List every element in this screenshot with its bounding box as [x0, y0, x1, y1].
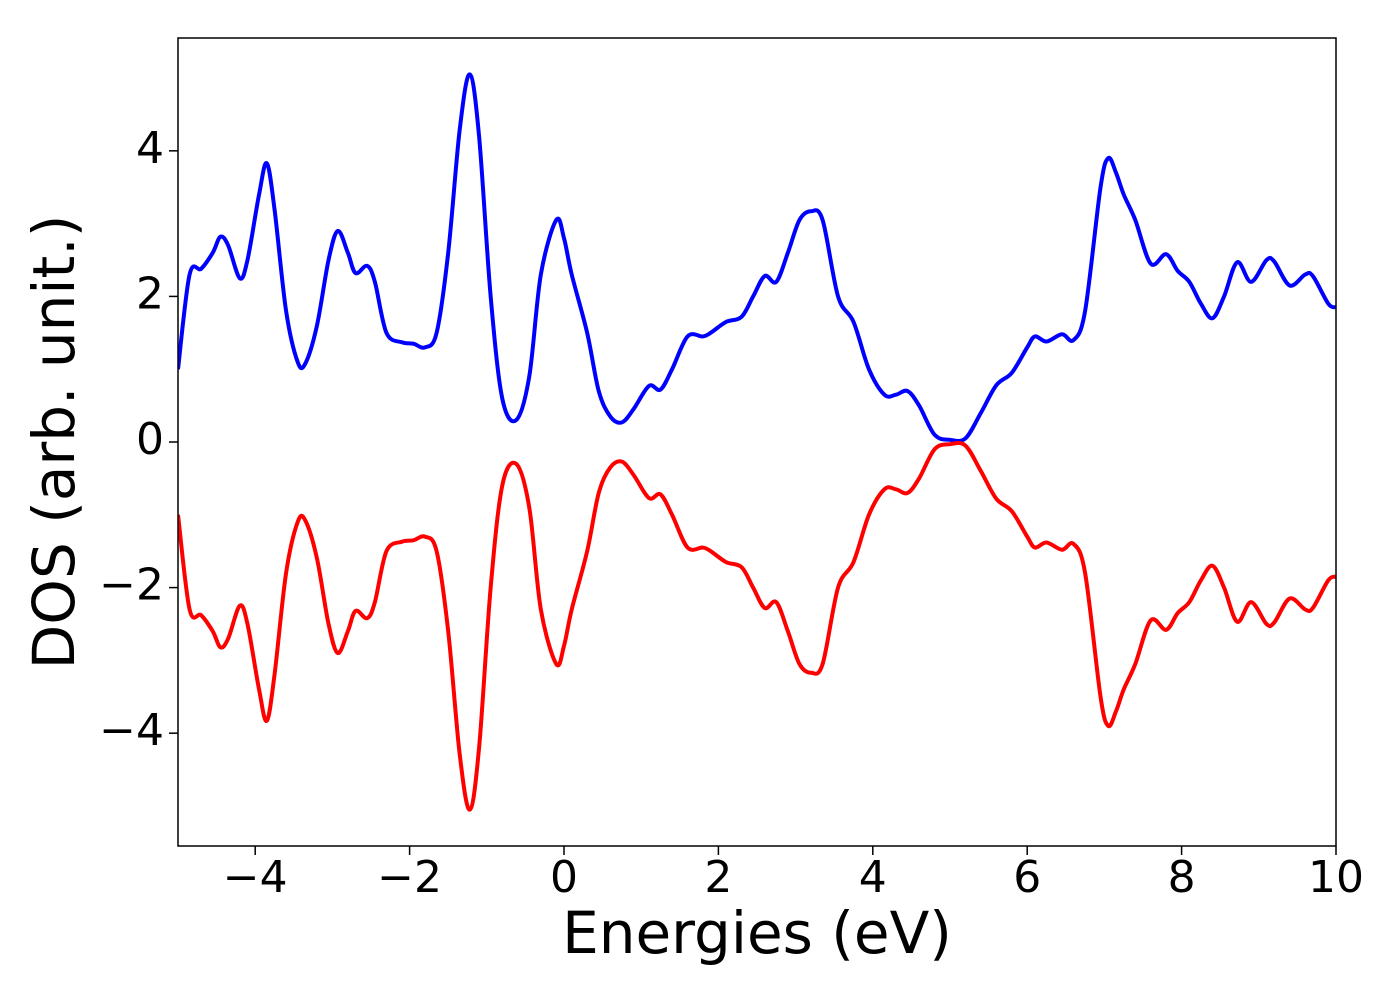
y-tick-label: 0: [136, 414, 164, 465]
x-tick-label: 0: [550, 852, 578, 903]
x-tick-label: 10: [1308, 852, 1364, 903]
series-line: [178, 441, 1336, 812]
x-tick-label: 6: [1013, 852, 1041, 903]
x-tick-label: 2: [704, 852, 732, 903]
series-line: [178, 72, 1336, 443]
x-tick-label: −4: [223, 852, 288, 903]
y-tick-label: −2: [99, 560, 164, 611]
y-tick-label: −4: [99, 705, 164, 756]
plot-frame: [177, 37, 1337, 847]
y-axis-label: DOS (arb. unit.): [20, 215, 88, 670]
y-tick-label: 4: [136, 123, 164, 174]
x-tick-label: 4: [859, 852, 887, 903]
y-tick-label: 2: [136, 268, 164, 319]
x-tick-label: −2: [377, 852, 442, 903]
x-tick-label: 8: [1168, 852, 1196, 903]
x-axis-label: Energies (eV): [562, 899, 952, 967]
